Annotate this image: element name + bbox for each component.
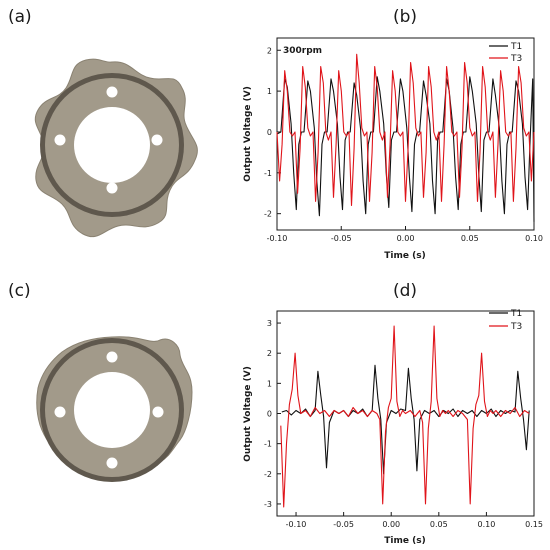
chart-b-ytick-label: -1 (264, 169, 272, 178)
chart-d-ytick-label: 2 (267, 349, 272, 358)
flange-c-hole-left (54, 406, 66, 418)
chart-d-xtick-label: 0.00 (382, 520, 400, 529)
panel-label-c: (c) (8, 281, 31, 301)
panel-label-a: (a) (8, 7, 32, 27)
chart-d-ytick-label: -2 (264, 470, 272, 479)
chart-d-xtick-label: 0.05 (430, 520, 448, 529)
chart-b-ytick-label: 0 (267, 128, 272, 137)
chart-b-xtick-label: -0.05 (331, 234, 352, 243)
panel-label-b: (b) (393, 7, 417, 27)
chart-d-xtick-label: -0.05 (333, 520, 354, 529)
chart-d-xtick-label: -0.10 (286, 520, 307, 529)
flange-a-hole-bottom (106, 182, 118, 194)
chart-d-xtick-label: 0.15 (525, 520, 543, 529)
flange-a-hole-top (106, 86, 118, 98)
chart-d-series-t3 (280, 325, 530, 508)
chart-d-xlabel: Time (s) (384, 536, 425, 546)
chart-b-ytick-label: 2 (267, 46, 272, 55)
chart-d-legend-label-t1: T1 (510, 309, 522, 319)
chart-b-series-t3 (276, 53, 535, 207)
chart-b-ticks: -0.10 -0.05 0.00 0.05 0.10 -2 -1 0 1 2 (264, 46, 543, 243)
flange-a-hole-right (151, 134, 163, 146)
chart-b-xtick-label: 0.10 (525, 234, 543, 243)
chart-d-ytick-label: 3 (267, 319, 272, 328)
chart-b-xtick-label: 0.05 (461, 234, 479, 243)
chart-b: -0.10 -0.05 0.00 0.05 0.10 -2 -1 0 1 2 300rpm T1 … (243, 37, 543, 261)
chart-b-xtick-label: -0.10 (267, 234, 288, 243)
chart-d-ytick-label: 0 (267, 410, 272, 419)
chart-b-ytick-label: -2 (264, 210, 272, 219)
chart-b-legend: T1 T3 (489, 42, 522, 64)
chart-b-ylabel: Output Voltage (V) (243, 86, 253, 182)
chart-d-ytick-label: 1 (267, 379, 272, 388)
chart-b-legend-label-t1: T1 (510, 42, 522, 52)
flange-a-hole-left (54, 134, 66, 146)
chart-b-annotation: 300rpm (283, 46, 322, 56)
chart-d-ytick-label: -1 (264, 440, 272, 449)
chart-b-xlabel: Time (s) (384, 251, 425, 261)
chart-d-ticks: -0.10 -0.05 0.00 0.05 0.10 0.15 -3 -2 -1 0 1 2 3 (264, 319, 543, 529)
chart-d-legend-label-t3: T3 (510, 322, 522, 332)
chart-d-ylabel: Output Voltage (V) (243, 366, 253, 462)
flange-c-bore (74, 372, 150, 448)
flange-a-bore (74, 107, 150, 183)
chart-d-xtick-label: 0.10 (478, 520, 496, 529)
flange-part-c (36, 336, 193, 482)
chart-b-legend-label-t3: T3 (510, 54, 522, 64)
chart-d-legend: T1 T3 (489, 309, 522, 332)
chart-d: -0.10 -0.05 0.00 0.05 0.10 0.15 -3 -2 -1 0 1 2 3 T1 … (243, 309, 543, 546)
flange-part-a (34, 58, 198, 238)
chart-b-xtick-label: 0.00 (397, 234, 415, 243)
flange-c-hole-top (106, 351, 118, 363)
chart-b-lines (276, 53, 535, 222)
chart-d-ytick-label: -3 (264, 500, 272, 509)
flange-c-hole-right (152, 406, 164, 418)
chart-d-series-t1 (281, 364, 530, 475)
panel-label-d: (d) (393, 281, 417, 301)
chart-b-ytick-label: 1 (267, 87, 272, 96)
chart-d-lines (280, 325, 530, 508)
flange-c-hole-bottom (106, 457, 118, 469)
